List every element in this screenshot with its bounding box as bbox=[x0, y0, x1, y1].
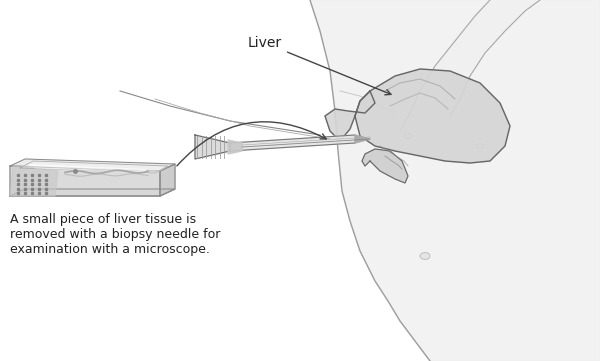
Polygon shape bbox=[310, 0, 600, 361]
Ellipse shape bbox=[476, 144, 484, 148]
Polygon shape bbox=[160, 164, 175, 196]
Polygon shape bbox=[10, 159, 175, 171]
Text: Liver: Liver bbox=[248, 36, 391, 95]
Polygon shape bbox=[195, 135, 230, 159]
Polygon shape bbox=[228, 140, 242, 154]
Polygon shape bbox=[10, 166, 160, 196]
Text: A small piece of liver tissue is
removed with a biopsy needle for
examination wi: A small piece of liver tissue is removed… bbox=[10, 213, 220, 256]
Polygon shape bbox=[325, 91, 375, 141]
Polygon shape bbox=[10, 166, 58, 196]
Polygon shape bbox=[400, 0, 540, 131]
Ellipse shape bbox=[404, 134, 412, 139]
Ellipse shape bbox=[420, 252, 430, 260]
Polygon shape bbox=[10, 189, 175, 196]
Polygon shape bbox=[362, 149, 408, 183]
Polygon shape bbox=[355, 135, 370, 143]
Polygon shape bbox=[355, 69, 510, 163]
Polygon shape bbox=[20, 161, 168, 173]
Polygon shape bbox=[230, 135, 355, 151]
